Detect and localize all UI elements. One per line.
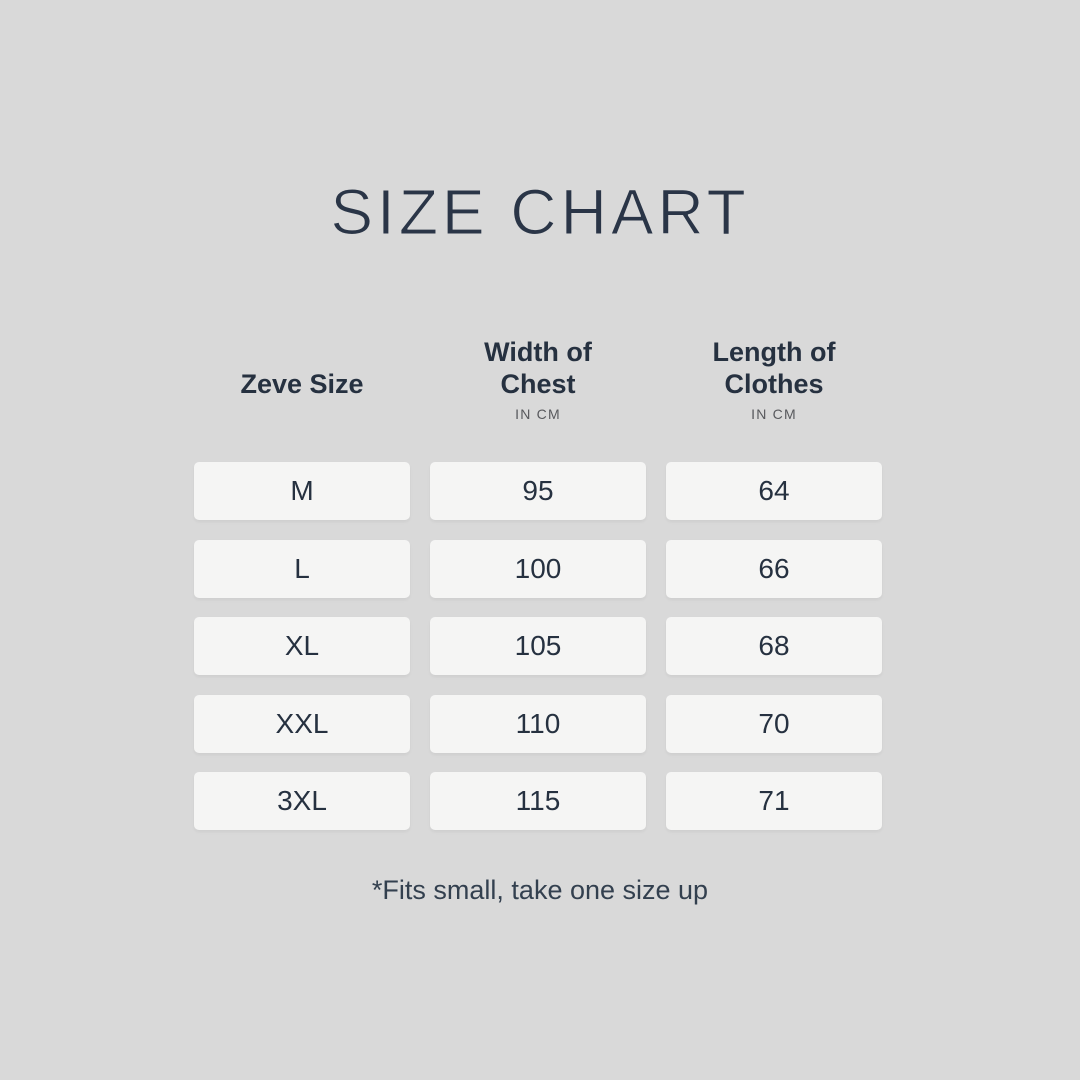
svg-text:SIZE CHART: SIZE CHART	[330, 176, 749, 248]
